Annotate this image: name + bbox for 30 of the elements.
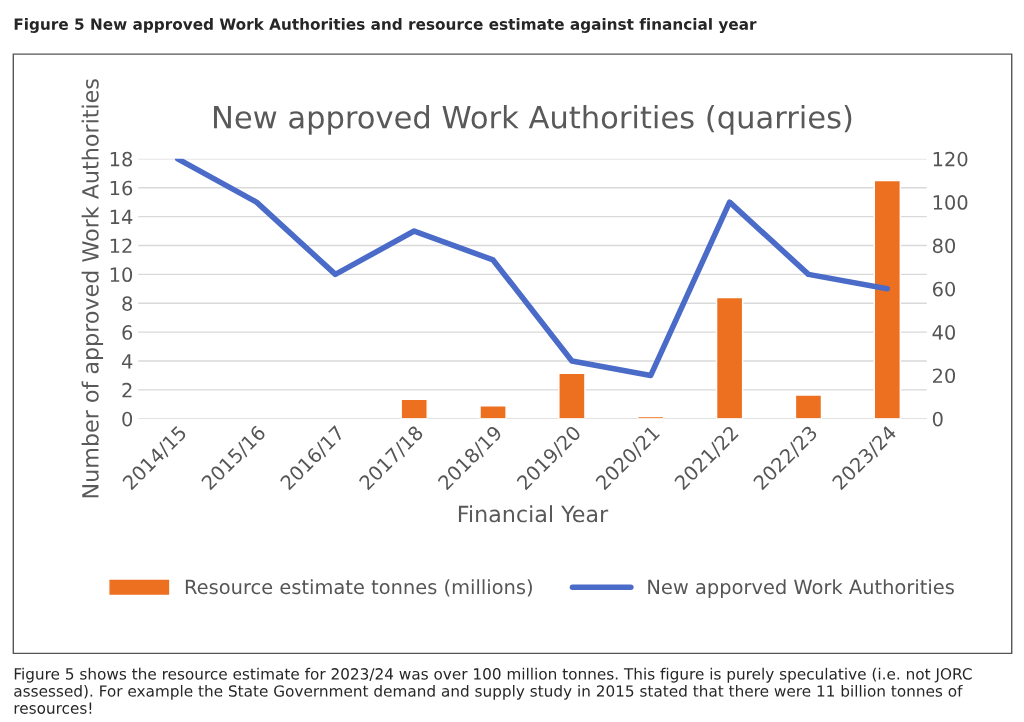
y-tick-label: 14 bbox=[110, 209, 133, 224]
y2-tick-label: 40 bbox=[932, 325, 956, 340]
y-tick-label: 10 bbox=[110, 267, 133, 283]
legend-label: Resource estimate tonnes (millions) bbox=[185, 579, 532, 597]
y-tick-label: 0 bbox=[122, 411, 133, 427]
caption: Figure 5 shows the resource estimate for 2023/24 was over 100 million tonnes. This figure is purely speculative (i.e. not JORC assessed). For example the State Government demand and supply study in 2015 stated that there were 11 billion tonnes of resources! bbox=[14, 667, 972, 714]
legend-label: New apporved Work Authorities bbox=[648, 579, 954, 599]
y-tick-label: 4 bbox=[121, 354, 133, 369]
y2-tick-label: 60 bbox=[932, 281, 956, 297]
bar bbox=[873, 179, 902, 419]
y-axis-title: Number of approved Work Authorities bbox=[81, 79, 104, 498]
bar bbox=[400, 398, 428, 419]
bar bbox=[794, 394, 823, 419]
caption: Figure 5 New approved Work Authorities and resource estimate against financial year bbox=[14, 18, 757, 33]
y2-tick-label: 100 bbox=[933, 195, 968, 210]
y2-tick-label: 20 bbox=[933, 368, 956, 384]
y-tick-label: 12 bbox=[110, 238, 132, 253]
y2-tick-label: 0 bbox=[932, 411, 943, 427]
bar bbox=[715, 296, 744, 419]
x-axis-title: Financial Year bbox=[458, 505, 609, 523]
y2-tick-label: 120 bbox=[933, 151, 968, 167]
bar bbox=[558, 372, 586, 419]
y2-tick-label: 80 bbox=[932, 238, 956, 254]
chart-title: New approved Work Authorities (quarries) bbox=[214, 105, 852, 135]
y-tick-label: 8 bbox=[122, 296, 133, 311]
y-tick-label: 18 bbox=[110, 151, 133, 167]
y-tick-label: 2 bbox=[122, 382, 132, 398]
y-tick-label: 16 bbox=[110, 180, 133, 196]
bar bbox=[479, 405, 507, 419]
y-tick-label: 6 bbox=[122, 325, 133, 340]
